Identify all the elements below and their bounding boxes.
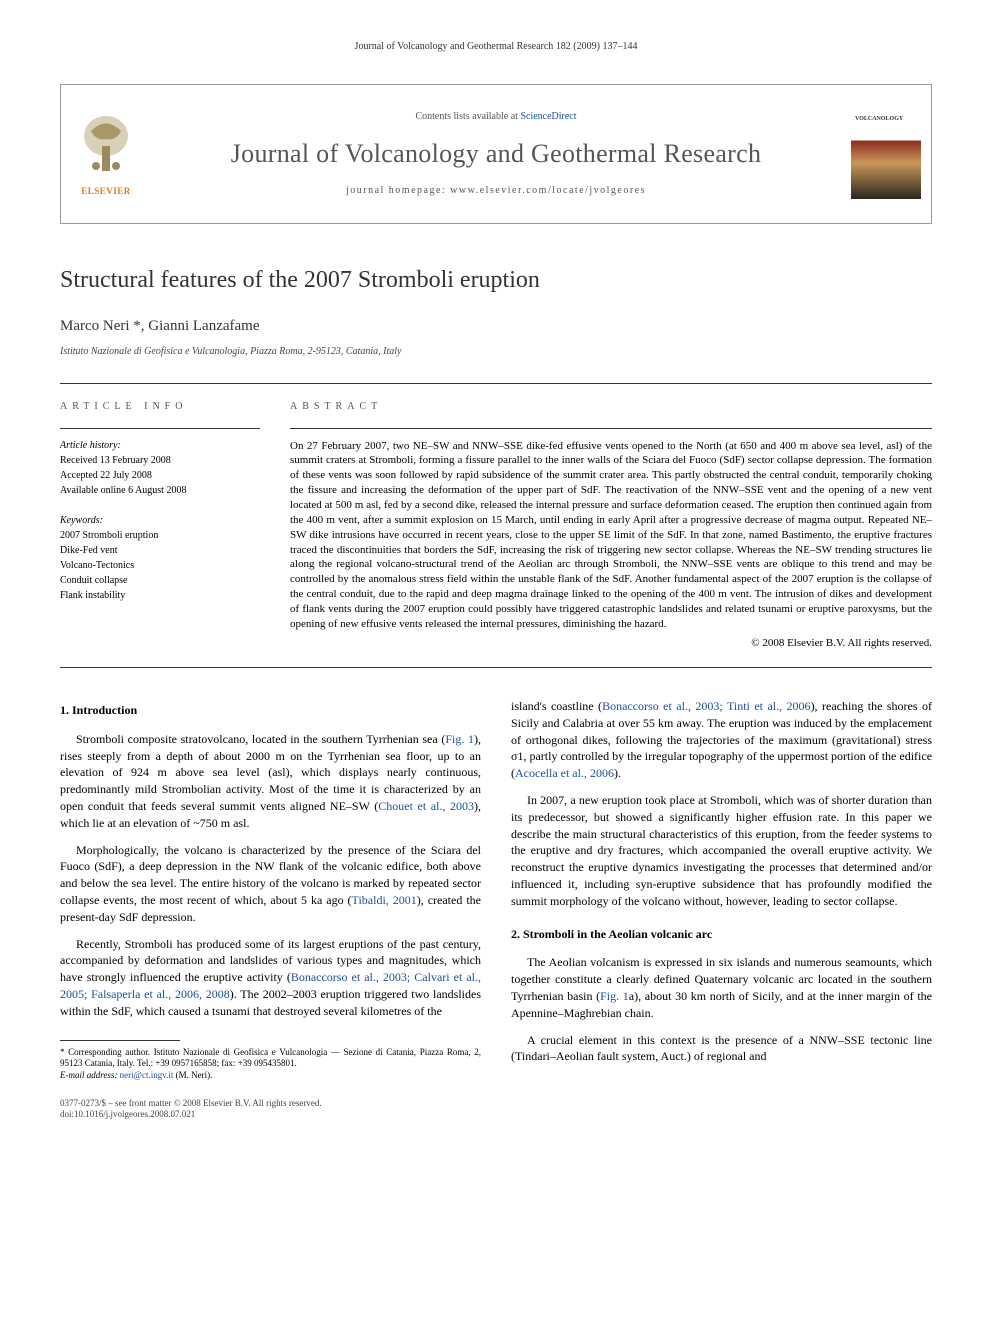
col2-para-2: In 2007, a new eruption took place at St… (511, 792, 932, 910)
intro-para-2: Morphologically, the volcano is characte… (60, 842, 481, 926)
footnote-line-1: * Corresponding author. Istituto Naziona… (60, 1047, 481, 1070)
footnote-line-2: E-mail address: neri@ct.ingv.it (M. Neri… (60, 1070, 481, 1082)
abstract-block: ABSTRACT On 27 February 2007, two NE–SW … (290, 400, 932, 651)
rule-bottom (60, 667, 932, 668)
abstract-rule (290, 428, 932, 429)
citation-link[interactable]: Chouet et al., 2003 (378, 799, 474, 813)
elsevier-tree-icon (76, 111, 136, 181)
text-span: island's coastline ( (511, 699, 602, 713)
publisher-name: ELSEVIER (81, 185, 131, 198)
column-left: 1. Introduction Stromboli composite stra… (60, 698, 481, 1121)
keyword-item: Dike-Fed vent (60, 544, 260, 558)
abstract-heading: ABSTRACT (290, 400, 932, 414)
journal-title: Journal of Volcanology and Geothermal Re… (231, 136, 762, 172)
footnote-rule (60, 1040, 180, 1041)
section-2-heading: 2. Stromboli in the Aeolian volcanic arc (511, 926, 932, 943)
email-label: E-mail address: (60, 1070, 117, 1080)
citation-link[interactable]: Tibaldi, 2001 (352, 893, 417, 907)
info-abstract-row: ARTICLE INFO Article history: Received 1… (60, 384, 932, 667)
email-suffix: (M. Neri). (173, 1070, 212, 1080)
cover-thumbnail: VOLCANOLOGY (851, 109, 921, 199)
article-info-block: ARTICLE INFO Article history: Received 1… (60, 400, 260, 651)
info-rule-1 (60, 428, 260, 429)
contents-available-line: Contents lists available at ScienceDirec… (415, 110, 576, 124)
keyword-item: Conduit collapse (60, 574, 260, 588)
authors: Marco Neri *, Gianni Lanzafame (60, 316, 932, 337)
keyword-item: Volcano-Tectonics (60, 559, 260, 573)
abstract-text: On 27 February 2007, two NE–SW and NNW–S… (290, 439, 932, 632)
cover-label: VOLCANOLOGY (855, 115, 903, 123)
section-1-heading: 1. Introduction (60, 702, 481, 719)
intro-para-1: Stromboli composite stratovolcano, locat… (60, 731, 481, 832)
col2-para-1: island's coastline (Bonaccorso et al., 2… (511, 698, 932, 782)
history-label: Article history: (60, 439, 260, 453)
keywords-label: Keywords: (60, 514, 260, 528)
intro-para-3: Recently, Stromboli has produced some of… (60, 936, 481, 1020)
citation-link[interactable]: Bonaccorso et al., 2003; Tinti et al., 2… (602, 699, 811, 713)
journal-header-box: ELSEVIER Contents lists available at Sci… (60, 84, 932, 224)
text-span: Stromboli composite stratovolcano, locat… (76, 732, 445, 746)
affiliation: Istituto Nazionale di Geofisica e Vulcan… (60, 345, 932, 359)
text-span: ). (614, 766, 621, 780)
article-info-heading: ARTICLE INFO (60, 400, 260, 414)
accepted-date: Accepted 22 July 2008 (60, 469, 260, 483)
homepage-prefix: journal homepage: (346, 185, 450, 196)
running-header: Journal of Volcanology and Geothermal Re… (60, 40, 932, 54)
sec2-para-1: The Aeolian volcanism is expressed in si… (511, 954, 932, 1021)
email-link[interactable]: neri@ct.ingv.it (120, 1070, 174, 1080)
footer-line-2: doi:10.1016/j.jvolgeores.2008.07.021 (60, 1109, 481, 1121)
page-footer: 0377-0273/$ – see front matter © 2008 El… (60, 1098, 481, 1121)
fig-link[interactable]: Fig. 1 (600, 989, 629, 1003)
keyword-item: 2007 Stromboli eruption (60, 529, 260, 543)
keyword-item: Flank instability (60, 589, 260, 603)
publisher-logo-left: ELSEVIER (61, 85, 151, 223)
online-date: Available online 6 August 2008 (60, 484, 260, 498)
homepage-url[interactable]: www.elsevier.com/locate/jvolgeores (450, 185, 646, 196)
contents-prefix: Contents lists available at (415, 111, 520, 122)
footer-line-1: 0377-0273/$ – see front matter © 2008 El… (60, 1098, 481, 1110)
article-title: Structural features of the 2007 Strombol… (60, 264, 932, 298)
sciencedirect-link[interactable]: ScienceDirect (520, 111, 576, 122)
journal-homepage-line: journal homepage: www.elsevier.com/locat… (346, 184, 646, 198)
corresponding-author-footnote: * Corresponding author. Istituto Naziona… (60, 1047, 481, 1082)
body-columns: 1. Introduction Stromboli composite stra… (60, 698, 932, 1121)
abstract-copyright: © 2008 Elsevier B.V. All rights reserved… (290, 636, 932, 651)
journal-cover-thumb: VOLCANOLOGY (841, 85, 931, 223)
sec2-para-2: A crucial element in this context is the… (511, 1032, 932, 1066)
header-center: Contents lists available at ScienceDirec… (151, 85, 841, 223)
received-date: Received 13 February 2008 (60, 454, 260, 468)
column-right: island's coastline (Bonaccorso et al., 2… (511, 698, 932, 1121)
fig-link[interactable]: Fig. 1 (445, 732, 474, 746)
citation-link[interactable]: Acocella et al., 2006 (515, 766, 614, 780)
